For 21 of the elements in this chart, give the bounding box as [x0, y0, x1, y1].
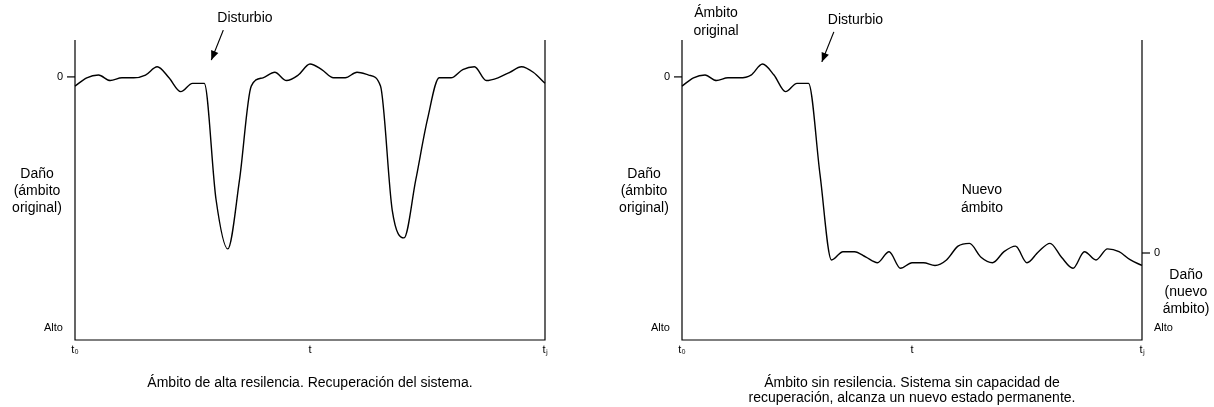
x-tick-label: tⱼ	[1139, 342, 1145, 356]
text: Alto	[44, 321, 63, 334]
x-axis-title: Ámbito sin resilencia. Sistema sin capacidad de recuperación, alcanza un nuevo estado permanente.	[748, 373, 1076, 405]
x-tick-label: t	[910, 342, 914, 355]
annotation: Nuevo ámbito	[960, 180, 1004, 215]
x-tick-label: t₀	[71, 342, 79, 355]
y2-axis-title: Daño (nuevo ámbito)	[1162, 265, 1210, 316]
x-axis-title: Ámbito de alta resilencia. Recuperación del sistema.	[147, 373, 473, 390]
x-tick-label: t₀	[678, 342, 686, 355]
text: Ámbito original	[693, 3, 739, 38]
text: 0	[663, 69, 670, 82]
text: Alto	[1154, 321, 1173, 334]
text: Disturbio	[217, 8, 273, 25]
text: Disturbio	[827, 10, 884, 27]
y-axis-title: Daño (ámbito original)	[619, 164, 669, 215]
text: 0	[56, 69, 63, 82]
text: Alto	[651, 321, 670, 334]
x-tick-label: tⱼ	[542, 342, 548, 356]
text: 0	[1154, 246, 1161, 259]
y-axis-title: Daño (ámbito original)	[12, 164, 62, 215]
x-tick-label: t	[308, 342, 312, 355]
